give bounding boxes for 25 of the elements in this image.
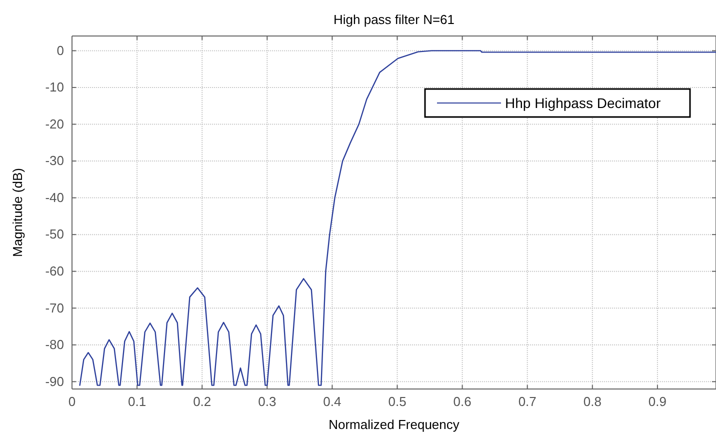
y-tick-label: -60: [45, 263, 64, 278]
y-tick-label: -70: [45, 300, 64, 316]
x-tick-label: 0.9: [648, 394, 666, 410]
y-tick-label: -80: [45, 337, 64, 352]
legend-label: Hhp Highpass Decimator: [505, 95, 661, 111]
y-tick-label: -10: [45, 80, 64, 95]
x-tick-label: 0.8: [583, 394, 602, 410]
x-axis-title: Normalized Frequency: [328, 417, 460, 432]
x-tick-label: 0.2: [193, 394, 212, 410]
line-series: [79, 50, 716, 386]
x-tick-label: 0.7: [518, 394, 536, 410]
x-tick-label: 0.5: [388, 394, 406, 410]
y-axis-title: Magnitude (dB): [10, 168, 25, 257]
x-tick-label: 0.6: [453, 394, 472, 410]
y-tick-label: -90: [45, 374, 64, 389]
y-tick-label: -40: [45, 190, 64, 205]
x-tick-label: 0: [68, 394, 76, 410]
x-tick-label: 0.3: [258, 394, 276, 410]
y-tick-label: -20: [45, 116, 64, 132]
y-tick-label: 0: [56, 42, 64, 58]
y-tick-label: -50: [45, 226, 64, 242]
chart-title: High pass filter N=61: [333, 12, 455, 27]
x-tick-label: 0.1: [128, 394, 146, 410]
x-tick-label: 0.4: [323, 394, 342, 410]
y-tick-label: -30: [45, 153, 64, 168]
